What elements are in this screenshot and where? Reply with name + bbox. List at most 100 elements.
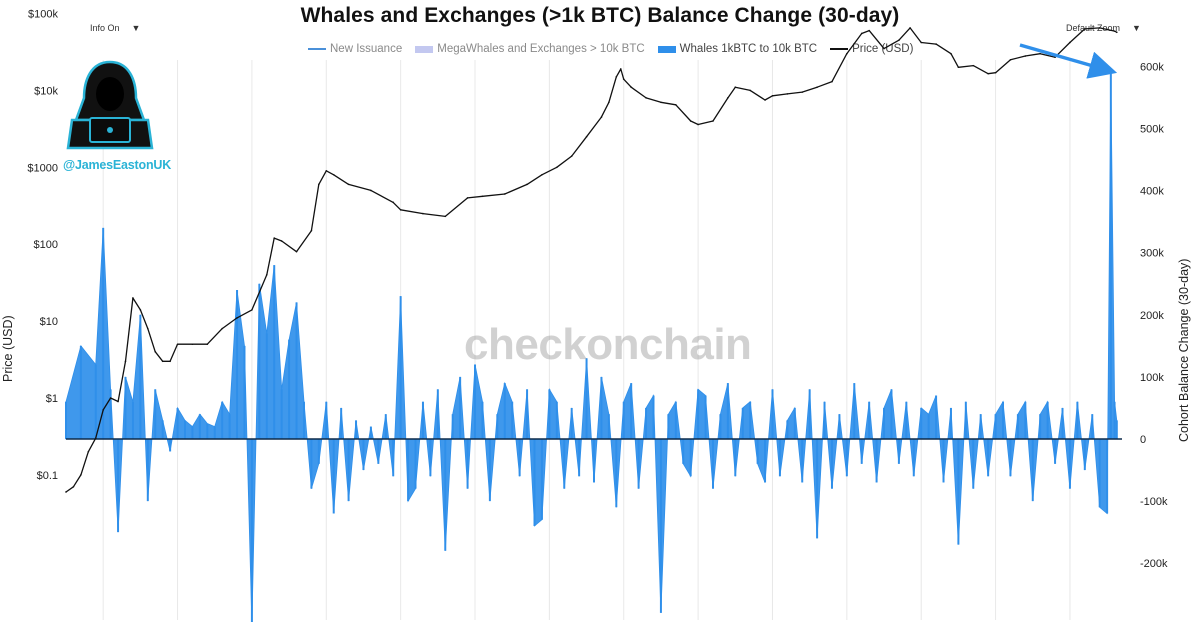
price-data-point: [622, 78, 625, 80]
price-data-point: [846, 52, 848, 55]
legend-item-new-issuance[interactable]: New Issuance: [308, 43, 402, 55]
price-data-point: [102, 409, 104, 411]
price-data-point: [318, 183, 320, 186]
price-data-point: [94, 437, 97, 440]
legend-item-price[interactable]: Price (USD): [830, 43, 913, 55]
price-data-point: [1106, 28, 1108, 31]
price-data-point: [392, 201, 395, 204]
price-data-point: [898, 39, 900, 41]
info-toggle[interactable]: Info On ▼: [90, 23, 140, 33]
left-tick-label: $0.1: [37, 470, 58, 482]
right-tick-label: 300k: [1140, 248, 1164, 260]
legend-label: MegaWhales and Exchanges > 10k BTC: [437, 43, 645, 55]
price-data-point: [950, 52, 952, 55]
price-data-point: [541, 173, 543, 176]
price-data-point: [727, 97, 729, 99]
price-data-point: [325, 170, 328, 172]
hooded-hacker-icon: [66, 60, 154, 150]
price-data-point: [466, 197, 469, 199]
watermark: checkonchain: [464, 320, 752, 369]
legend-item-whales[interactable]: Whales 1kBTC to 10k BTC: [657, 43, 818, 55]
chevron-down-icon: ▼: [131, 23, 141, 33]
price-data-point: [994, 71, 997, 74]
price-data-point: [1113, 30, 1116, 32]
legend-swatch: [657, 45, 676, 53]
price-data-point: [422, 212, 424, 215]
price-data-point: [444, 215, 447, 218]
price-data-point: [1098, 27, 1101, 29]
legend-swatch: [415, 45, 434, 53]
legend-swatch: [308, 48, 326, 50]
price-data-point: [801, 91, 804, 93]
price-data-point: [265, 274, 268, 276]
price-data-point: [295, 250, 298, 253]
price-data-point: [65, 491, 67, 493]
price-data-point: [935, 43, 937, 45]
price-data-point: [1084, 28, 1086, 30]
price-data-point: [957, 66, 960, 69]
price-data-point: [191, 343, 194, 346]
price-data-point: [831, 80, 833, 83]
price-data-point: [1024, 55, 1027, 57]
price-data-point: [161, 360, 164, 363]
price-data-point: [221, 327, 223, 330]
legend-swatch: [830, 48, 849, 50]
right-tick-label: 200k: [1140, 310, 1164, 322]
price-data-point: [236, 317, 238, 319]
y-axis-right-label: Cohort Balance Change (30-day): [1177, 258, 1191, 442]
price-data-point: [176, 343, 179, 346]
price-data-point: [608, 101, 610, 104]
legend-item-megawhales[interactable]: MegaWhales and Exchanges > 10k BTC: [415, 43, 645, 55]
price-data-point: [585, 135, 588, 138]
price-data-point: [786, 93, 789, 95]
y-axis-left-label: Price (USD): [1, 315, 15, 382]
price-data-point: [280, 240, 283, 242]
price-data-point: [273, 237, 276, 239]
right-tick-label: 400k: [1140, 186, 1164, 198]
price-data-point: [712, 120, 714, 122]
price-data-point: [310, 229, 313, 232]
chevron-down-icon: ▼: [1132, 23, 1141, 33]
price-data-point: [645, 97, 647, 99]
price-data-point: [987, 72, 989, 75]
price-data-point: [80, 474, 82, 476]
author-handle: @JamesEastonUK: [63, 158, 172, 172]
price-data-point: [169, 360, 171, 363]
price-data-point: [1039, 52, 1041, 55]
price-data-point: [697, 123, 699, 126]
price-data-point: [556, 166, 558, 169]
price-data-point: [481, 195, 484, 198]
right-tick-label: 100k: [1140, 372, 1164, 384]
chart-legend: New Issuance MegaWhales and Exchanges > …: [308, 43, 913, 55]
annotation-arrow: [1019, 43, 1118, 79]
price-data-point: [600, 116, 603, 118]
price-data-point: [920, 41, 923, 44]
price-data-point: [972, 64, 975, 67]
left-tick-label: $1000: [27, 162, 58, 174]
left-tick-label: $10: [40, 316, 58, 328]
price-data-point: [109, 397, 112, 399]
price-data-point: [734, 86, 737, 89]
price-data-point: [868, 29, 870, 32]
price-data-point: [1069, 41, 1071, 44]
legend-label: Whales 1kBTC to 10k BTC: [679, 43, 818, 55]
price-data-point: [660, 101, 662, 104]
left-tick-label: $1: [46, 393, 58, 405]
right-tick-label: 600k: [1140, 61, 1164, 73]
price-data-point: [147, 327, 149, 330]
price-data-point: [72, 486, 75, 488]
price-data-point: [860, 32, 863, 35]
price-data-point: [675, 103, 677, 106]
price-data-point: [251, 309, 253, 311]
price-data-point: [347, 183, 350, 186]
price-data-point: [399, 209, 402, 211]
left-tick-label: $10k: [34, 85, 58, 97]
price-data-point: [883, 47, 885, 50]
right-tick-label: 0: [1140, 434, 1146, 446]
right-tick-label: 500k: [1140, 124, 1164, 136]
price-data-point: [1115, 31, 1118, 34]
legend-label: Price (USD): [852, 43, 914, 55]
price-data-point: [771, 95, 774, 97]
right-tick-label: -100k: [1140, 496, 1168, 508]
